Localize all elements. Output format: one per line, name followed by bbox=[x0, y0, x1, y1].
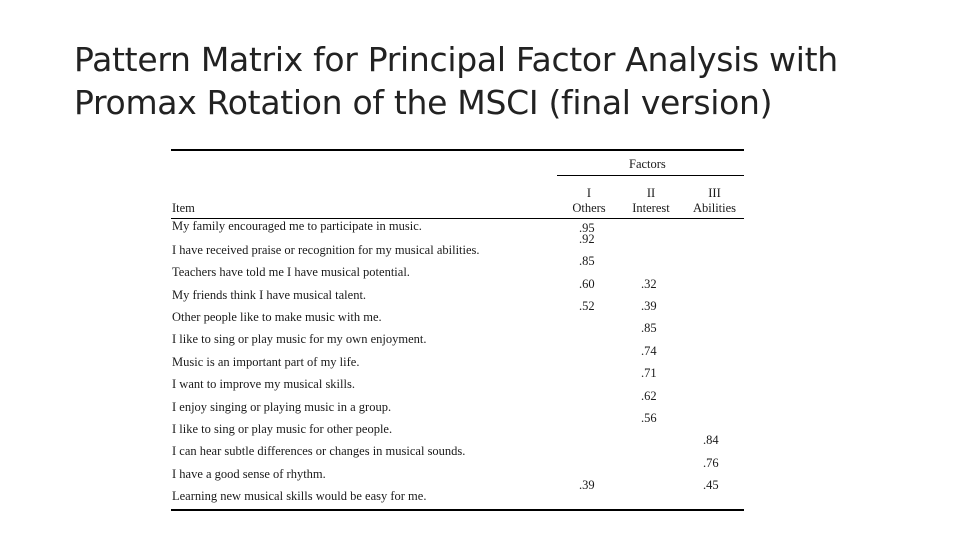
table-row: I like to sing or play music for my own … bbox=[171, 321, 744, 347]
factor-2-loading: .39 bbox=[641, 299, 657, 313]
factor-2-loading: .32 bbox=[641, 277, 657, 291]
item-text: I can hear subtle differences or changes… bbox=[172, 444, 466, 458]
factor-1-loading: .52 bbox=[579, 299, 595, 313]
column-numeral: II bbox=[646, 186, 656, 200]
factor-3-loading: .45 bbox=[703, 478, 719, 492]
item-text: I enjoy singing or playing music in a gr… bbox=[172, 400, 392, 414]
table-row: Teachers have told me I have musical pot… bbox=[171, 254, 744, 280]
table-row: Music is an important part of my life. .7… bbox=[171, 344, 744, 370]
column-name: Abilities bbox=[692, 201, 737, 215]
factor-2-loading: .71 bbox=[641, 366, 657, 380]
table-row: Other people like to make music with me.… bbox=[171, 299, 744, 325]
item-text: I like to sing or play music for other p… bbox=[172, 422, 393, 436]
item-text: Other people like to make music with me. bbox=[172, 310, 382, 324]
column-header-factor-1: I Others bbox=[563, 186, 615, 216]
factor-2-loading: .85 bbox=[641, 321, 657, 335]
header-bottom-rule bbox=[171, 218, 744, 219]
table-row: I like to sing or play music for other p… bbox=[171, 411, 744, 437]
item-text: I like to sing or play music for my own … bbox=[172, 332, 427, 346]
item-column-header: Item bbox=[172, 201, 195, 215]
table-row: My friends think I have musical talent..… bbox=[171, 277, 744, 303]
table-row: My family encouraged me to participate i… bbox=[171, 212, 744, 235]
factor-2-loading: .56 bbox=[641, 411, 657, 425]
table-row: I want to improve my musical skills. .71 bbox=[171, 366, 744, 392]
factor-3-loading: .84 bbox=[703, 433, 719, 447]
item-text: I want to improve my musical skills. bbox=[172, 377, 355, 391]
table-row: I have received praise or recognition fo… bbox=[171, 232, 744, 258]
factor-1-loading: .95 bbox=[579, 221, 595, 235]
item-text: I have received praise or recognition fo… bbox=[172, 243, 480, 257]
factors-header-rule bbox=[557, 175, 744, 176]
column-name: Interest bbox=[632, 201, 670, 215]
pattern-matrix-table: Factors I Others II Interest III Abiliti… bbox=[171, 149, 744, 511]
table-top-rule bbox=[171, 149, 744, 151]
item-text: My friends think I have musical talent. bbox=[172, 288, 367, 302]
table-row: I have a good sense of rhythm. .76 bbox=[171, 456, 744, 482]
table-row: I enjoy singing or playing music in a gr… bbox=[171, 389, 744, 415]
factor-3-loading: .76 bbox=[703, 456, 719, 470]
slide-title: Pattern Matrix for Principal Factor Anal… bbox=[74, 38, 934, 124]
factor-1-loading: .60 bbox=[579, 277, 595, 291]
column-numeral: I bbox=[586, 186, 592, 200]
item-text: Learning new musical skills would be eas… bbox=[172, 489, 427, 503]
factor-2-loading: .74 bbox=[641, 344, 657, 358]
column-header-factor-3: III Abilities bbox=[683, 186, 746, 216]
slide-title-line-1: Pattern Matrix for Principal Factor Anal… bbox=[74, 40, 838, 79]
item-text: My family encouraged me to participate i… bbox=[172, 219, 422, 233]
column-header-factor-2: II Interest bbox=[623, 186, 679, 216]
factor-2-loading: .62 bbox=[641, 389, 657, 403]
table-bottom-rule bbox=[171, 509, 744, 511]
item-text: Teachers have told me I have musical pot… bbox=[172, 265, 410, 279]
factor-1-loading: .39 bbox=[579, 478, 595, 492]
column-numeral: III bbox=[708, 186, 721, 200]
table-row: I can hear subtle differences or changes… bbox=[171, 433, 744, 459]
factor-1-loading: .85 bbox=[579, 254, 595, 268]
factors-header: Factors bbox=[629, 157, 666, 171]
table-row: Learning new musical skills would be eas… bbox=[171, 478, 744, 504]
item-text: Music is an important part of my life. bbox=[172, 355, 360, 369]
slide-title-line-2: Promax Rotation of the MSCI (final versi… bbox=[74, 83, 773, 122]
item-text: I have a good sense of rhythm. bbox=[172, 467, 326, 481]
column-name: Others bbox=[572, 201, 606, 215]
factor-1-loading: .92 bbox=[579, 232, 595, 246]
